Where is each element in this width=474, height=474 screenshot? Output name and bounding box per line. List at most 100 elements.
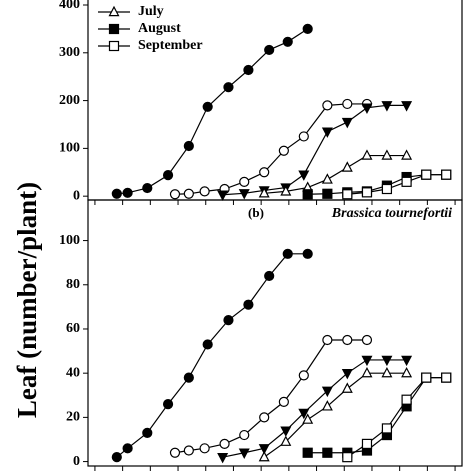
marker: [361, 355, 373, 367]
y-tick-label: 100: [59, 233, 80, 248]
marker: [302, 447, 313, 458]
panel-label: (b): [248, 205, 264, 220]
marker: [322, 447, 333, 458]
marker: [401, 176, 412, 187]
marker: [401, 366, 413, 378]
marker: [169, 447, 181, 458]
legend-marker: [108, 5, 120, 17]
marker: [322, 334, 333, 346]
series-line: [263, 372, 407, 458]
y-tick-label: 80: [66, 277, 80, 292]
marker: [259, 167, 270, 178]
marker: [298, 131, 309, 142]
marker: [278, 396, 289, 408]
marker: [243, 64, 254, 76]
marker: [169, 189, 181, 200]
marker: [401, 149, 413, 160]
marker: [142, 427, 153, 438]
marker: [321, 400, 333, 411]
marker: [381, 366, 393, 378]
marker: [162, 399, 174, 410]
marker: [401, 394, 412, 405]
marker: [264, 270, 275, 282]
series-line: [222, 104, 407, 196]
marker: [258, 444, 270, 455]
marker: [341, 382, 353, 393]
marker: [219, 438, 230, 449]
marker: [199, 186, 210, 197]
marker: [282, 248, 293, 259]
marker: [361, 366, 373, 378]
y-tick-label: 300: [59, 45, 80, 60]
marker: [322, 100, 333, 111]
y-tick-label: 0: [73, 188, 80, 203]
legend-label: September: [138, 38, 203, 53]
marker: [361, 334, 373, 346]
marker: [381, 183, 393, 195]
marker: [302, 23, 313, 34]
marker: [280, 426, 292, 437]
y-tick-label: 400: [59, 0, 80, 12]
marker: [239, 176, 250, 187]
marker: [243, 299, 254, 310]
marker: [202, 339, 213, 350]
legend-label: August: [138, 21, 181, 36]
legend-label: July: [138, 4, 164, 19]
marker: [302, 248, 313, 259]
marker: [302, 189, 313, 200]
marker: [183, 140, 194, 152]
plot-frame: [87, 199, 463, 467]
marker: [282, 36, 293, 47]
marker: [298, 370, 309, 381]
marker: [183, 188, 194, 199]
y-tick-label: 40: [66, 365, 80, 380]
marker: [122, 443, 133, 454]
marker: [223, 315, 234, 326]
marker: [239, 429, 250, 441]
marker: [401, 101, 413, 112]
marker: [361, 103, 373, 114]
y-tick-label: 60: [66, 321, 80, 336]
y-tick-label: 100: [59, 141, 80, 156]
y-tick-label: 200: [59, 93, 80, 108]
marker: [341, 161, 353, 172]
marker: [421, 169, 432, 180]
marker: [321, 173, 333, 184]
marker: [238, 189, 250, 200]
marker: [342, 452, 353, 463]
marker: [183, 372, 194, 383]
marker: [342, 334, 353, 346]
marker: [111, 188, 122, 199]
marker: [183, 445, 194, 456]
marker: [280, 435, 292, 446]
marker: [202, 101, 213, 112]
marker: [342, 98, 353, 110]
legend-marker: [108, 40, 120, 52]
legend-marker: [108, 23, 120, 35]
marker: [342, 189, 353, 200]
marker: [401, 355, 413, 367]
y-tick-label: 0: [73, 454, 80, 469]
marker: [441, 169, 452, 180]
marker: [302, 413, 314, 424]
marker: [361, 149, 373, 160]
marker: [238, 448, 250, 459]
marker: [381, 101, 393, 112]
marker: [381, 355, 393, 367]
marker: [381, 423, 393, 434]
marker: [259, 412, 270, 423]
series-line: [222, 359, 407, 458]
y-axis-label: Leaf (number/plant): [12, 182, 42, 418]
marker: [223, 82, 234, 93]
marker: [264, 44, 275, 56]
marker: [122, 187, 133, 198]
marker: [421, 372, 432, 383]
marker: [321, 127, 333, 138]
marker: [199, 443, 210, 454]
marker: [341, 368, 353, 380]
marker: [217, 452, 229, 464]
marker: [321, 386, 333, 398]
marker: [142, 182, 153, 194]
